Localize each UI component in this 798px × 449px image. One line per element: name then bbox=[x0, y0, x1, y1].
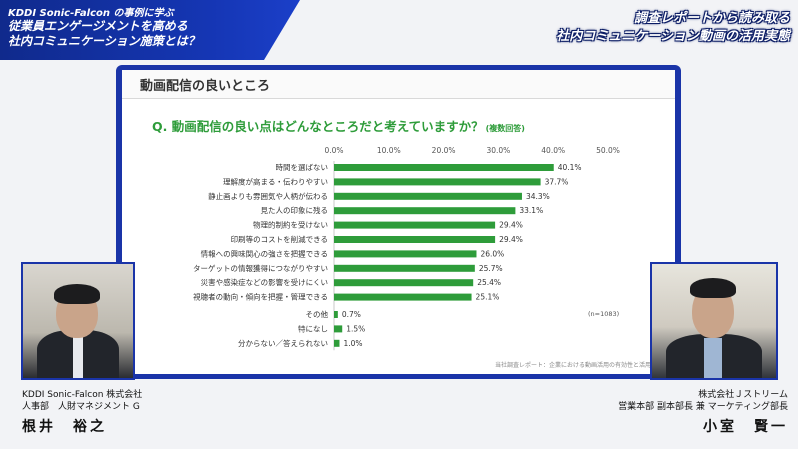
bar bbox=[334, 339, 340, 347]
bar bbox=[334, 250, 477, 258]
bar bbox=[334, 311, 338, 318]
category-label: 印刷等のコストを削減できる bbox=[231, 234, 328, 244]
bar bbox=[334, 325, 343, 333]
survey-question: Q. 動画配信の良い点はどんなところだと考えていますか？ (複数回答) bbox=[152, 116, 525, 135]
data-label: 25.4% bbox=[477, 278, 501, 287]
category-label: 災害や感染症などの影響を受けにくい bbox=[201, 277, 328, 287]
survey-bar-chart: 0.0% 10.0% 20.0% 30.0% 40.0% 50.0% 時間を選ばない 40.1… bbox=[193, 146, 620, 351]
data-label: 25.7% bbox=[479, 264, 503, 273]
program-subtitle: KDDI Sonic-Falcon の事例に学ぶ bbox=[8, 8, 174, 19]
bar bbox=[334, 293, 472, 301]
speaker-left-hair bbox=[54, 284, 100, 304]
speaker-right-role: 営業本部 副本部長 兼 マーケティング部長 bbox=[618, 402, 788, 412]
category-label: 理解度が高まる・伝わりやすい bbox=[223, 176, 328, 186]
speaker-right-company: 株式会社Ｊストリーム bbox=[698, 390, 788, 400]
bar bbox=[334, 221, 496, 229]
speaker-right-name: 小室 賢一 bbox=[703, 419, 788, 435]
program-title-line2: 社内コミュニケーション施策とは？ bbox=[8, 34, 200, 48]
data-label: 34.3% bbox=[526, 192, 550, 201]
data-label: 1.0% bbox=[343, 339, 362, 348]
presentation-slide: 動画配信の良いところ Q. 動画配信の良い点はどんなところだと考えていますか？(… bbox=[122, 70, 675, 374]
data-label: 0.7% bbox=[342, 310, 361, 319]
slide-section-title: 動画配信の良いところ bbox=[140, 79, 271, 94]
data-label: 26.0% bbox=[480, 249, 504, 258]
speaker-video-left bbox=[21, 262, 135, 380]
category-label: 時間を選ばない bbox=[276, 162, 329, 172]
segment-headline: 調査レポートから読み取る 社内コミュニケーション動画の活用実態 bbox=[556, 10, 790, 46]
speaker-left-role: 人事部 人財マネジメント G bbox=[22, 402, 140, 412]
data-label: 25.1% bbox=[476, 293, 500, 302]
bar bbox=[334, 279, 474, 287]
survey-question-note: (複数回答) bbox=[485, 124, 525, 133]
speaker-left-shirt bbox=[73, 334, 83, 378]
segment-headline-line1: 調査レポートから読み取る bbox=[633, 11, 790, 26]
bar bbox=[334, 178, 541, 186]
category-label: 特になし bbox=[298, 323, 328, 333]
data-label: 37.7% bbox=[545, 177, 569, 186]
sample-size-note: (n=1083) bbox=[588, 310, 620, 318]
category-label: 静止画よりも雰囲気や人柄が伝わる bbox=[208, 191, 328, 201]
slide-header: 動画配信の良いところ bbox=[122, 70, 675, 99]
speaker-video-right bbox=[650, 262, 778, 380]
program-title-banner bbox=[0, 0, 300, 60]
program-title: 従業員エンゲージメントを高める 社内コミュニケーション施策とは？ bbox=[8, 19, 200, 49]
program-title-line1: 従業員エンゲージメントを高める bbox=[8, 19, 188, 33]
category-label: 情報への興味関心の強さを把握できる bbox=[201, 248, 328, 258]
x-tick-label: 50.0% bbox=[596, 146, 620, 155]
speaker-left-name: 根井 裕之 bbox=[22, 419, 107, 435]
category-label: 物理的制約を受けない bbox=[253, 220, 328, 230]
speaker-right-hair bbox=[690, 278, 736, 298]
segment-headline-line2: 社内コミュニケーション動画の活用実態 bbox=[556, 29, 790, 44]
x-tick-label: 0.0% bbox=[324, 146, 343, 155]
source-note: 当社調査レポート：企業における動画活用の有効性と活用意向調 bbox=[494, 362, 669, 369]
x-tick-label: 30.0% bbox=[486, 146, 510, 155]
bar bbox=[334, 207, 516, 215]
bar bbox=[334, 264, 475, 272]
data-label: 29.4% bbox=[499, 235, 523, 244]
category-label: その他 bbox=[306, 309, 329, 319]
bar bbox=[334, 192, 522, 200]
x-tick-label: 40.0% bbox=[541, 146, 565, 155]
bar bbox=[334, 236, 496, 243]
x-tick-label: 10.0% bbox=[377, 146, 401, 155]
data-label: 29.4% bbox=[499, 221, 523, 230]
bar bbox=[334, 164, 554, 171]
speaker-left-company: KDDI Sonic-Falcon 株式会社 bbox=[22, 390, 143, 400]
category-label: ターゲットの情報獲得につながりやすい bbox=[193, 263, 328, 273]
data-label: 33.1% bbox=[519, 206, 543, 215]
category-label: 見た人の印象に残る bbox=[261, 205, 329, 215]
speaker-caption-right: 株式会社Ｊストリーム 営業本部 副本部長 兼 マーケティング部長 小室 賢一 bbox=[618, 389, 788, 436]
survey-question-text: Q. 動画配信の良い点はどんなところだと考えていますか？ bbox=[152, 119, 484, 134]
category-label: 視聴者の動向・傾向を把握・管理できる bbox=[193, 292, 328, 302]
data-label: 40.1% bbox=[558, 163, 582, 172]
category-label: 分からない／答えられない bbox=[238, 338, 328, 348]
x-tick-label: 20.0% bbox=[432, 146, 456, 155]
speaker-right-shirt bbox=[704, 338, 722, 378]
data-label: 1.5% bbox=[346, 324, 365, 333]
speaker-caption-left: KDDI Sonic-Falcon 株式会社 人事部 人財マネジメント G 根井… bbox=[22, 389, 142, 436]
